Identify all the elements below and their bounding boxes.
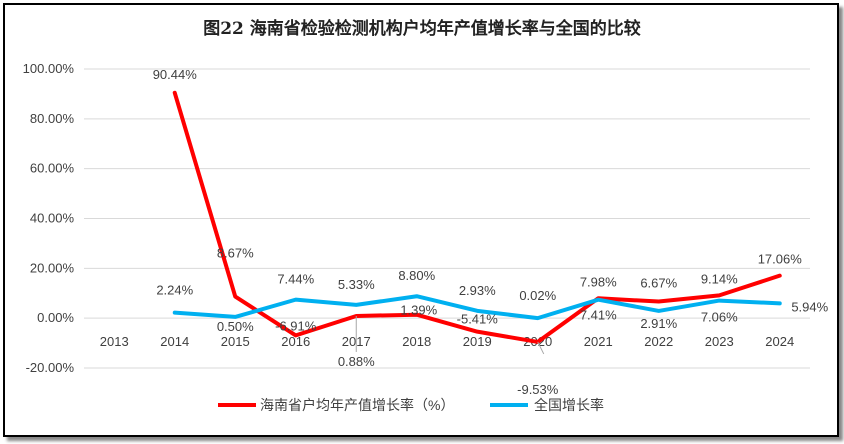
x-tick-label: 2019 [463, 334, 492, 349]
chart-title: 图22 海南省检验检测机构户均年产值增长率与全国的比较 [203, 19, 641, 39]
x-tick-label: 2018 [402, 334, 431, 349]
data-label: 5.33% [338, 277, 375, 292]
data-label: 1.39% [400, 303, 437, 318]
x-tick-label: 2013 [100, 334, 129, 349]
data-label: 2.93% [459, 283, 496, 298]
x-tick-label: 2016 [281, 334, 310, 349]
series-line [172, 294, 782, 321]
data-label: 2.24% [156, 283, 193, 298]
data-label: 5.94% [791, 299, 828, 314]
leader-line [537, 341, 545, 355]
data-label: 0.02% [519, 288, 556, 303]
y-tick-label: 0.00% [37, 310, 74, 325]
data-label: 2.91% [640, 316, 677, 331]
x-tick-label: 2023 [705, 334, 734, 349]
data-label: -9.53% [517, 382, 559, 397]
x-tick-label: 2014 [160, 334, 189, 349]
chart-frame [3, 3, 839, 437]
legend-entry: 全国增长率 [534, 397, 604, 413]
y-tick-label: 100.00% [23, 61, 75, 76]
y-tick-label: 60.00% [30, 161, 75, 176]
data-label: 8.67% [217, 246, 254, 261]
data-label: 17.06% [758, 252, 803, 267]
data-label: 7.98% [580, 274, 617, 289]
y-tick-label: 80.00% [30, 111, 75, 126]
y-tick-label: 20.00% [30, 260, 75, 275]
data-label: 7.06% [701, 310, 738, 325]
data-label: -6.91% [275, 318, 317, 333]
data-label: 0.50% [217, 319, 254, 334]
series-line [172, 90, 782, 344]
x-tick-label: 2021 [584, 334, 613, 349]
x-tick-label: 2022 [644, 334, 673, 349]
data-label: 0.88% [338, 354, 375, 369]
y-tick-label: 40.00% [30, 211, 75, 226]
x-tick-label: 2024 [765, 334, 794, 349]
y-tick-label: -20.00% [26, 360, 75, 375]
x-tick-label: 2015 [221, 334, 250, 349]
data-label: 7.44% [277, 272, 314, 287]
data-label: 8.80% [398, 268, 435, 283]
data-label: 6.67% [640, 276, 677, 291]
data-label: 7.41% [580, 308, 617, 323]
legend-entry: 海南省户均年产值增长率（%） [260, 397, 454, 413]
data-label: 9.14% [701, 271, 738, 286]
data-label: 90.44% [153, 67, 198, 82]
data-label: -5.41% [457, 312, 499, 327]
